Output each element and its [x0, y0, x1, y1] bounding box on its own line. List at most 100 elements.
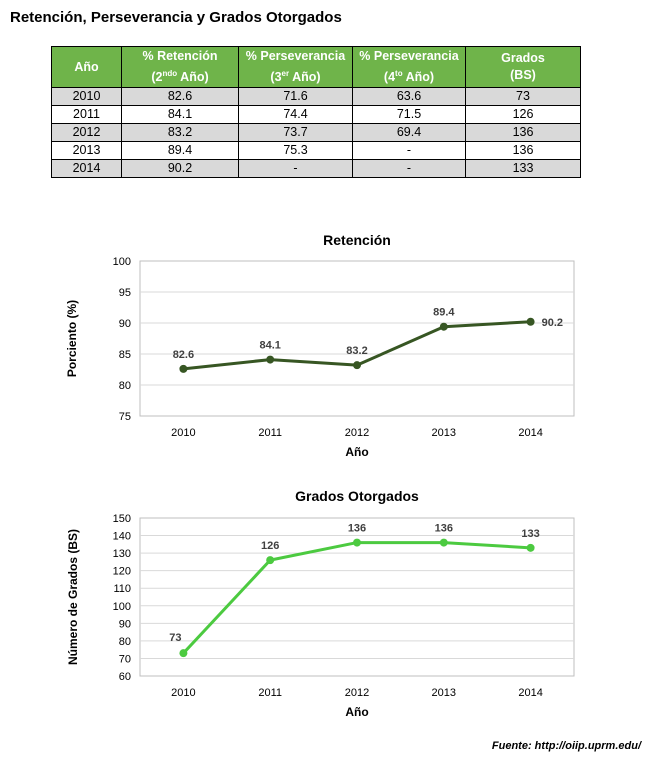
- x-tick-label: 2012: [345, 687, 369, 699]
- header-line1: % Retención: [142, 48, 218, 63]
- y-tick-label: 110: [113, 583, 131, 595]
- chart-title: Grados Otorgados: [295, 488, 419, 504]
- data-point: [439, 538, 448, 547]
- data-label: 90.2: [542, 317, 563, 329]
- retention-chart: Retención 75 80 85 90 95 100 2010 2011 2012 2013 20…: [65, 232, 575, 459]
- data-point: [526, 317, 535, 326]
- page-title: Retención, Perseverancia y Grados Otorga…: [10, 9, 342, 26]
- y-tick-label: 90: [119, 318, 131, 330]
- table-row: 2010 82.6 71.6 63.6 73: [51, 87, 581, 106]
- table-cell: -: [352, 141, 466, 160]
- table-cell: 2013: [51, 141, 122, 160]
- table-row: 2014 90.2 - - 133: [51, 159, 581, 178]
- header-perseverance-4: % Perseverancia (4to Año): [352, 46, 466, 88]
- header-line1: Año: [74, 59, 99, 74]
- table-cell: 74.4: [238, 105, 353, 124]
- table-cell: 133: [465, 159, 581, 178]
- x-tick-label: 2014: [518, 687, 542, 699]
- x-axis-label: Año: [345, 445, 368, 459]
- y-tick-label: 100: [113, 256, 131, 268]
- header-line1: % Perseverancia: [359, 48, 459, 63]
- header-line2: (2: [151, 70, 163, 85]
- table-cell: 71.6: [238, 87, 353, 106]
- x-tick-label: 2010: [171, 427, 195, 439]
- header-line1: % Perseverancia: [245, 48, 346, 63]
- y-tick-label: 85: [119, 349, 131, 361]
- plot-area: [139, 260, 575, 417]
- header-line2: (4: [383, 70, 396, 85]
- data-point: [179, 649, 188, 658]
- header-line2: (BS): [510, 68, 536, 82]
- y-tick-label: 80: [119, 636, 131, 648]
- header-tail: Año): [289, 70, 321, 85]
- table-cell: 73: [465, 87, 581, 106]
- source-note: Fuente: http://oiip.uprm.edu/: [491, 740, 641, 752]
- header-sup: to: [395, 68, 403, 78]
- table-cell: 83.2: [121, 123, 239, 142]
- data-label: 73: [169, 632, 181, 644]
- table-row: 2013 89.4 75.3 - 136: [51, 141, 581, 160]
- table-cell: 2010: [51, 87, 122, 106]
- table-header-row: Año % Retención (2ndo Año) % Perseveranc…: [51, 46, 581, 88]
- data-point: [266, 556, 275, 565]
- header-tail: Año): [177, 70, 209, 85]
- degrees-chart: Grados Otorgados 60 70 80 90 100 110 120 130 140 1…: [66, 488, 575, 719]
- header-tail: Año): [402, 70, 435, 85]
- table-row: 2012 83.2 73.7 69.4 136: [51, 123, 581, 142]
- x-tick-label: 2013: [432, 687, 456, 699]
- header-retention: % Retención (2ndo Año): [121, 46, 239, 88]
- y-tick-label: 60: [119, 671, 131, 683]
- data-point: [179, 364, 188, 373]
- x-tick-label: 2010: [171, 687, 195, 699]
- data-point: [266, 355, 275, 364]
- header-degrees: Grados (BS): [465, 46, 581, 88]
- y-tick-label: 75: [119, 411, 131, 423]
- data-label: 84.1: [259, 340, 280, 352]
- y-tick-label: 70: [119, 653, 131, 665]
- y-axis-label: Porciento (%): [65, 300, 79, 377]
- x-tick-label: 2011: [258, 427, 282, 439]
- data-label: 126: [261, 540, 279, 552]
- table-cell: 89.4: [121, 141, 239, 160]
- table-cell: 2011: [51, 105, 122, 124]
- table-cell: 82.6: [121, 87, 239, 106]
- table-cell: 69.4: [352, 123, 466, 142]
- table-cell: 63.6: [352, 87, 466, 106]
- header-line1: Grados: [501, 51, 545, 65]
- data-point: [353, 361, 361, 370]
- table-cell: 2014: [51, 159, 122, 178]
- y-axis-label: Número de Grados (BS): [66, 529, 80, 665]
- y-tick-label: 90: [119, 618, 131, 630]
- header-sup: er: [281, 68, 290, 78]
- data-label: 136: [348, 523, 366, 535]
- x-tick-label: 2012: [345, 427, 369, 439]
- table-cell: 2012: [51, 123, 122, 142]
- y-tick-label: 120: [113, 566, 131, 578]
- data-label: 83.2: [346, 345, 367, 357]
- table-cell: 136: [465, 141, 581, 160]
- y-tick-label: 150: [113, 513, 131, 525]
- table-cell: 90.2: [121, 159, 239, 178]
- x-tick-label: 2014: [518, 427, 542, 439]
- header-perseverance-3: % Perseverancia (3er Año): [238, 46, 353, 88]
- x-axis-label: Año: [345, 705, 368, 719]
- y-tick-label: 80: [119, 380, 131, 392]
- table-cell: 136: [465, 123, 581, 142]
- chart-title: Retención: [323, 232, 391, 248]
- table-cell: -: [352, 159, 466, 178]
- table-cell: 73.7: [238, 123, 353, 142]
- table-cell: 75.3: [238, 141, 353, 160]
- table-row: 2011 84.1 74.4 71.5 126: [51, 105, 581, 124]
- table-cell: 84.1: [121, 105, 239, 124]
- x-tick-label: 2013: [432, 427, 456, 439]
- data-label: 136: [435, 523, 453, 535]
- data-point: [439, 322, 448, 331]
- header-line2: (3: [270, 70, 282, 85]
- data-label: 82.6: [173, 349, 194, 361]
- table-cell: 71.5: [352, 105, 466, 124]
- y-tick-label: 95: [119, 287, 131, 299]
- header-year: Año: [51, 46, 122, 88]
- data-label: 89.4: [433, 307, 455, 319]
- y-tick-label: 130: [113, 548, 131, 560]
- x-tick-label: 2011: [258, 687, 282, 699]
